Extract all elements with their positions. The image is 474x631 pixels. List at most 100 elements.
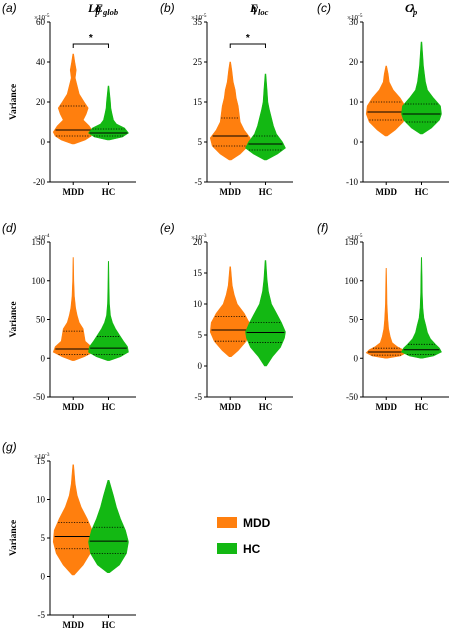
x-tick-label: MDD <box>219 187 241 197</box>
violin-hc <box>88 261 129 361</box>
panel-letter: (f) <box>317 221 328 235</box>
y-axis-label: Variance <box>9 520 19 556</box>
y-tick-label: 50 <box>349 315 359 325</box>
y-tick-label: 40 <box>36 57 46 67</box>
panel-title: λ <box>409 1 416 15</box>
y-tick-label: 5 <box>41 533 46 543</box>
y-tick-label: 5 <box>198 137 203 147</box>
y-tick-label: 100 <box>32 276 46 286</box>
x-tick-label: MDD <box>375 187 397 197</box>
y-tick-label: 25 <box>193 57 203 67</box>
panel-3: (c) Cp ×10-5 -10 0 10 20 30 MDD HC <box>317 1 449 197</box>
y-tick-label: 30 <box>349 17 359 27</box>
panel-4: (d) Lp ×10-4 -50 0 50 100 150 Variance MDD HC <box>2 1 136 412</box>
panel-title: σ <box>95 1 102 15</box>
y-tick-label: -50 <box>346 392 358 402</box>
y-tick-label: 0 <box>41 137 46 147</box>
panel-title: Eglob <box>94 1 118 17</box>
y-tick-label: 15 <box>193 97 203 107</box>
x-tick-label: HC <box>102 402 116 412</box>
y-tick-label: -5 <box>38 610 46 620</box>
y-tick-label: 20 <box>349 57 359 67</box>
y-tick-label: 20 <box>193 237 203 247</box>
panel-letter: (b) <box>160 1 175 15</box>
y-axis-label: Variance <box>9 84 19 120</box>
y-tick-label: -20 <box>33 177 45 187</box>
legend-swatch-mdd <box>217 517 237 528</box>
panel-letter: (a) <box>2 1 17 15</box>
x-tick-label: HC <box>102 187 116 197</box>
significance-marker: * <box>246 33 250 44</box>
axis-scale-label: ×10-5 <box>191 13 207 22</box>
significance-marker: * <box>89 33 93 44</box>
y-tick-label: 10 <box>193 299 203 309</box>
legend: MDD HC <box>217 516 271 556</box>
y-tick-label: 20 <box>36 97 46 107</box>
violin-hc <box>401 41 442 135</box>
y-tick-label: 0 <box>198 361 203 371</box>
panel-letter: (c) <box>317 1 331 15</box>
x-tick-label: HC <box>415 402 429 412</box>
y-tick-label: 50 <box>36 315 46 325</box>
axis-scale-label: ×10-5 <box>347 233 363 242</box>
x-tick-label: HC <box>102 620 116 630</box>
significance-bracket <box>72 43 109 48</box>
panel-title: Eloc <box>249 1 269 17</box>
legend-label-mdd: MDD <box>243 516 271 530</box>
violin-mdd <box>365 65 407 137</box>
y-tick-label: 0 <box>354 137 359 147</box>
y-tick-label: 15 <box>36 456 46 466</box>
y-tick-label: 15 <box>193 268 203 278</box>
panel-1: (a) Eglob ×10-5 -20 0 20 40 60 Variance MDD HC * <box>2 1 136 197</box>
y-tick-label: 0 <box>41 572 46 582</box>
axis-scale-label: ×10-5 <box>347 13 363 22</box>
panel-5: (e) γ ×10-3 -5 0 5 10 15 20 MDD HC <box>160 1 293 412</box>
violin-mdd <box>52 257 94 361</box>
x-tick-label: MDD <box>62 402 84 412</box>
y-tick-label: 35 <box>193 17 203 27</box>
panel-letter: (d) <box>2 221 17 235</box>
axis-scale-label: ×10-5 <box>34 13 50 22</box>
y-tick-label: -10 <box>346 177 358 187</box>
x-tick-label: MDD <box>219 402 241 412</box>
y-tick-label: 10 <box>36 495 46 505</box>
y-tick-label: 0 <box>41 353 46 363</box>
y-tick-label: -5 <box>195 392 203 402</box>
y-tick-label: 10 <box>349 97 359 107</box>
axis-scale-label: ×10-3 <box>191 233 207 242</box>
y-tick-label: 0 <box>354 353 359 363</box>
panel-2: (b) Eloc ×10-5 -5 5 15 25 35 MDD HC * <box>160 1 293 197</box>
y-tick-label: -50 <box>33 392 45 402</box>
violin-mdd <box>52 53 94 145</box>
violin-mdd <box>209 61 251 161</box>
violin-hc <box>401 257 442 359</box>
violin-mdd <box>52 464 94 576</box>
panel-title: Cp <box>405 1 417 17</box>
y-tick-label: 60 <box>36 17 46 27</box>
panel-letter: (e) <box>160 221 175 235</box>
x-tick-label: HC <box>415 187 429 197</box>
y-tick-label: -5 <box>195 177 203 187</box>
x-tick-label: MDD <box>62 620 84 630</box>
y-axis-label: Variance <box>9 301 19 337</box>
violin-hc <box>88 85 129 141</box>
violin-hc <box>245 73 286 161</box>
y-tick-label: 150 <box>32 237 46 247</box>
violin-hc <box>88 479 129 573</box>
panel-letter: (g) <box>2 440 17 454</box>
x-tick-label: MDD <box>375 402 397 412</box>
legend-label-hc: HC <box>243 542 261 556</box>
x-tick-label: MDD <box>62 187 84 197</box>
x-tick-label: HC <box>259 402 273 412</box>
violin-mdd <box>365 268 407 359</box>
violin-hc <box>245 260 286 367</box>
panel-title: γ <box>253 1 258 15</box>
axis-scale-label: ×10-4 <box>34 233 50 242</box>
y-tick-label: 100 <box>345 276 359 286</box>
violin-mdd <box>209 266 251 357</box>
panel-title: Lp <box>87 1 100 17</box>
legend-swatch-hc <box>217 543 237 554</box>
